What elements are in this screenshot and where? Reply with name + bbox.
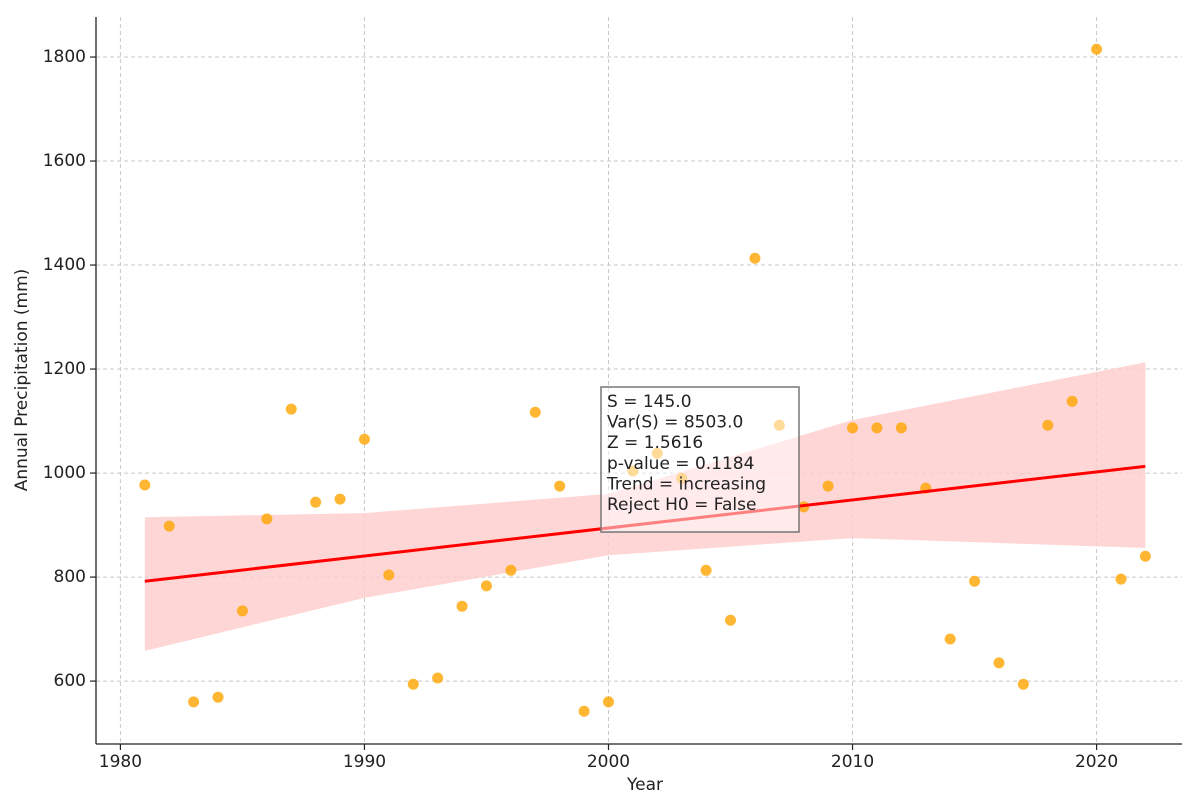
y-tick-label: 1200 <box>43 359 86 379</box>
data-point <box>407 678 419 690</box>
data-point <box>1115 573 1127 585</box>
y-tick-label: 1800 <box>43 47 86 67</box>
data-point <box>358 433 370 445</box>
data-point <box>578 705 590 717</box>
data-point <box>700 564 712 576</box>
data-point <box>969 575 981 587</box>
data-point <box>1017 678 1029 690</box>
data-point <box>212 691 224 703</box>
data-point <box>139 479 151 491</box>
x-tick-label: 1980 <box>99 752 142 772</box>
data-point <box>334 493 346 505</box>
data-point <box>505 564 517 576</box>
data-point <box>871 422 883 434</box>
annotation-text: Z = 1.5616 <box>607 433 703 453</box>
data-point <box>432 672 444 684</box>
x-tick-label: 2010 <box>831 752 874 772</box>
y-tick-label: 800 <box>54 567 86 587</box>
y-tick-label: 1400 <box>43 255 86 275</box>
data-point <box>554 480 566 492</box>
data-point <box>163 520 175 532</box>
annotation-text: Trend = increasing <box>606 474 766 494</box>
data-point <box>1139 550 1151 562</box>
data-point <box>480 580 492 592</box>
annotation-text: Reject H0 = False <box>607 495 756 515</box>
annotation-text: Var(S) = 8503.0 <box>607 413 743 433</box>
data-point <box>1042 419 1054 431</box>
x-tick-label: 2020 <box>1075 752 1118 772</box>
data-point <box>456 600 468 612</box>
y-tick-label: 1600 <box>43 151 86 171</box>
data-point <box>944 633 956 645</box>
data-point <box>188 696 200 708</box>
y-tick-label: 600 <box>54 671 86 691</box>
x-tick-label: 1990 <box>343 752 386 772</box>
data-point <box>993 657 1005 669</box>
data-point <box>1091 43 1103 55</box>
y-axis-label: Annual Precipitation (mm) <box>12 269 32 492</box>
data-point <box>529 406 541 418</box>
data-point <box>749 252 761 264</box>
data-point <box>261 513 273 525</box>
annotation-frame <box>600 386 800 533</box>
data-point <box>285 403 297 415</box>
y-tick-label: 1000 <box>43 463 86 483</box>
data-point <box>602 696 614 708</box>
x-tick-label: 2000 <box>587 752 630 772</box>
data-point <box>847 422 859 434</box>
annotation-text: p-value = 0.1184 <box>607 454 754 474</box>
data-point <box>822 480 834 492</box>
data-point <box>236 605 248 617</box>
data-point <box>895 422 907 434</box>
data-point <box>310 496 322 508</box>
data-point <box>1066 395 1078 407</box>
annotation-text: S = 145.0 <box>607 392 692 412</box>
data-point <box>725 614 737 626</box>
x-axis-label: Year <box>626 775 663 792</box>
data-point <box>383 569 395 581</box>
